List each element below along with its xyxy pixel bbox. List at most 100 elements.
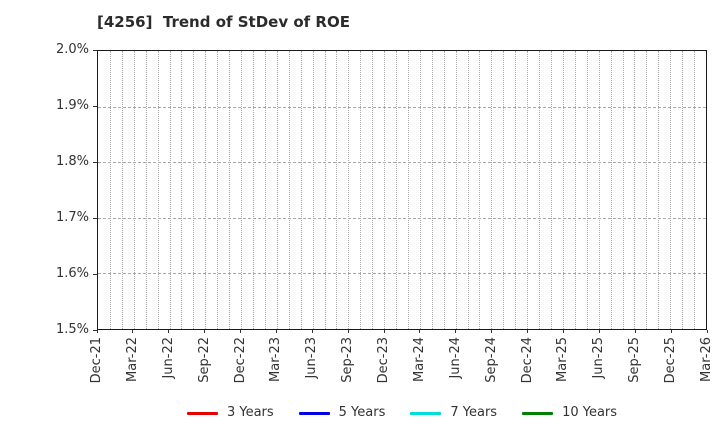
vertical-gridline bbox=[598, 51, 600, 329]
x-tick-label: Mar-24 bbox=[411, 337, 427, 382]
x-tick-label: Mar-23 bbox=[268, 337, 284, 382]
x-tick-label: Sep-22 bbox=[196, 337, 212, 383]
x-tick-mark bbox=[562, 330, 564, 333]
legend-item: 7 Years bbox=[410, 405, 497, 421]
x-tick-mark bbox=[419, 330, 421, 333]
legend-line-swatch bbox=[186, 411, 218, 415]
legend-label: 3 Years bbox=[226, 405, 274, 420]
vertical-gridline bbox=[431, 51, 433, 329]
y-tick-mark bbox=[93, 105, 97, 107]
vertical-gridline bbox=[622, 51, 624, 329]
vertical-gridline bbox=[372, 51, 374, 329]
legend-line-swatch bbox=[298, 411, 330, 415]
vertical-gridline bbox=[396, 51, 398, 329]
vertical-gridline bbox=[205, 51, 207, 329]
vertical-gridline bbox=[348, 51, 350, 329]
vertical-gridline bbox=[252, 51, 254, 329]
x-tick-mark bbox=[204, 330, 206, 333]
vertical-gridline bbox=[336, 51, 338, 329]
vertical-gridline bbox=[479, 51, 481, 329]
legend-item: 3 Years bbox=[186, 405, 274, 421]
horizontal-gridline bbox=[98, 106, 706, 108]
vertical-gridline bbox=[324, 51, 326, 329]
x-tick-mark bbox=[455, 330, 457, 333]
vertical-gridline bbox=[229, 51, 231, 329]
vertical-gridline bbox=[467, 51, 469, 329]
y-tick-mark bbox=[93, 329, 97, 331]
vertical-gridline bbox=[670, 51, 672, 329]
vertical-gridline bbox=[503, 51, 505, 329]
vertical-gridline bbox=[157, 51, 159, 329]
x-tick-label: Jun-25 bbox=[591, 337, 607, 379]
y-tick-label: 1.6% bbox=[55, 266, 89, 281]
vertical-gridline bbox=[133, 51, 135, 329]
vertical-gridline bbox=[610, 51, 612, 329]
y-axis-tick-labels: 2.0% 1.9% 1.8% 1.7% 1.6% 1.5% bbox=[0, 42, 89, 337]
x-tick-label: Dec-25 bbox=[663, 337, 679, 384]
vertical-gridline bbox=[586, 51, 588, 329]
y-tick-mark bbox=[93, 49, 97, 51]
y-tick-mark bbox=[93, 273, 97, 275]
x-tick-mark bbox=[670, 330, 672, 333]
x-tick-label: Sep-25 bbox=[627, 337, 643, 383]
vertical-gridline bbox=[169, 51, 171, 329]
legend: 3 Years 5 Years 7 Years 10 Years bbox=[97, 403, 707, 423]
x-tick-label: Dec-21 bbox=[89, 337, 104, 384]
x-tick-mark bbox=[240, 330, 242, 333]
x-tick-label: Dec-22 bbox=[232, 337, 248, 384]
vertical-gridline bbox=[288, 51, 290, 329]
vertical-gridline bbox=[264, 51, 266, 329]
vertical-gridline bbox=[360, 51, 362, 329]
horizontal-gridline bbox=[98, 273, 706, 275]
vertical-gridline bbox=[121, 51, 123, 329]
chart-title: [4256] Trend of StDev of ROE bbox=[97, 13, 350, 31]
x-tick-mark bbox=[383, 330, 385, 333]
vertical-gridline bbox=[109, 51, 111, 329]
horizontal-gridline bbox=[98, 162, 706, 164]
legend-label: 7 Years bbox=[450, 405, 498, 420]
vertical-gridline bbox=[419, 51, 421, 329]
y-tick-label: 1.9% bbox=[55, 98, 89, 113]
x-tick-label: Sep-23 bbox=[340, 337, 356, 383]
x-tick-mark bbox=[527, 330, 529, 333]
x-tick-mark bbox=[168, 330, 170, 333]
vertical-gridline bbox=[658, 51, 660, 329]
x-tick-mark bbox=[275, 330, 277, 333]
x-tick-mark bbox=[598, 330, 600, 333]
vertical-gridline bbox=[276, 51, 278, 329]
x-tick-label: Sep-24 bbox=[483, 337, 499, 383]
vertical-gridline bbox=[455, 51, 457, 329]
x-tick-label: Jun-23 bbox=[304, 337, 320, 379]
x-axis-tick-labels: Dec-21 Mar-22 Jun-22 Sep-22 Dec-22 Mar-23 Jun-… bbox=[89, 330, 714, 394]
x-tick-mark bbox=[311, 330, 313, 333]
horizontal-gridline bbox=[98, 217, 706, 219]
vertical-gridline bbox=[515, 51, 517, 329]
vertical-gridline bbox=[384, 51, 386, 329]
y-tick-mark bbox=[93, 161, 97, 163]
vertical-gridline bbox=[145, 51, 147, 329]
vertical-gridline bbox=[312, 51, 314, 329]
x-tick-mark bbox=[706, 330, 708, 333]
vertical-gridline bbox=[181, 51, 183, 329]
legend-item: 10 Years bbox=[522, 405, 617, 421]
y-tick-label: 1.5% bbox=[55, 322, 89, 337]
vertical-gridline bbox=[539, 51, 541, 329]
x-tick-label: Dec-24 bbox=[519, 337, 535, 384]
x-tick-mark bbox=[347, 330, 349, 333]
legend-label: 10 Years bbox=[562, 405, 618, 420]
vertical-gridline bbox=[300, 51, 302, 329]
legend-line-swatch bbox=[410, 411, 442, 415]
vertical-gridline bbox=[634, 51, 636, 329]
x-tick-mark bbox=[96, 330, 98, 333]
vertical-gridline bbox=[241, 51, 243, 329]
x-tick-mark bbox=[491, 330, 493, 333]
vertical-gridline bbox=[217, 51, 219, 329]
vertical-gridline bbox=[551, 51, 553, 329]
vertical-gridline bbox=[562, 51, 564, 329]
vertical-gridline bbox=[682, 51, 684, 329]
x-tick-label: Dec-23 bbox=[376, 337, 392, 384]
vertical-gridline bbox=[574, 51, 576, 329]
plot-area bbox=[97, 50, 707, 330]
y-tick-mark bbox=[93, 217, 97, 219]
